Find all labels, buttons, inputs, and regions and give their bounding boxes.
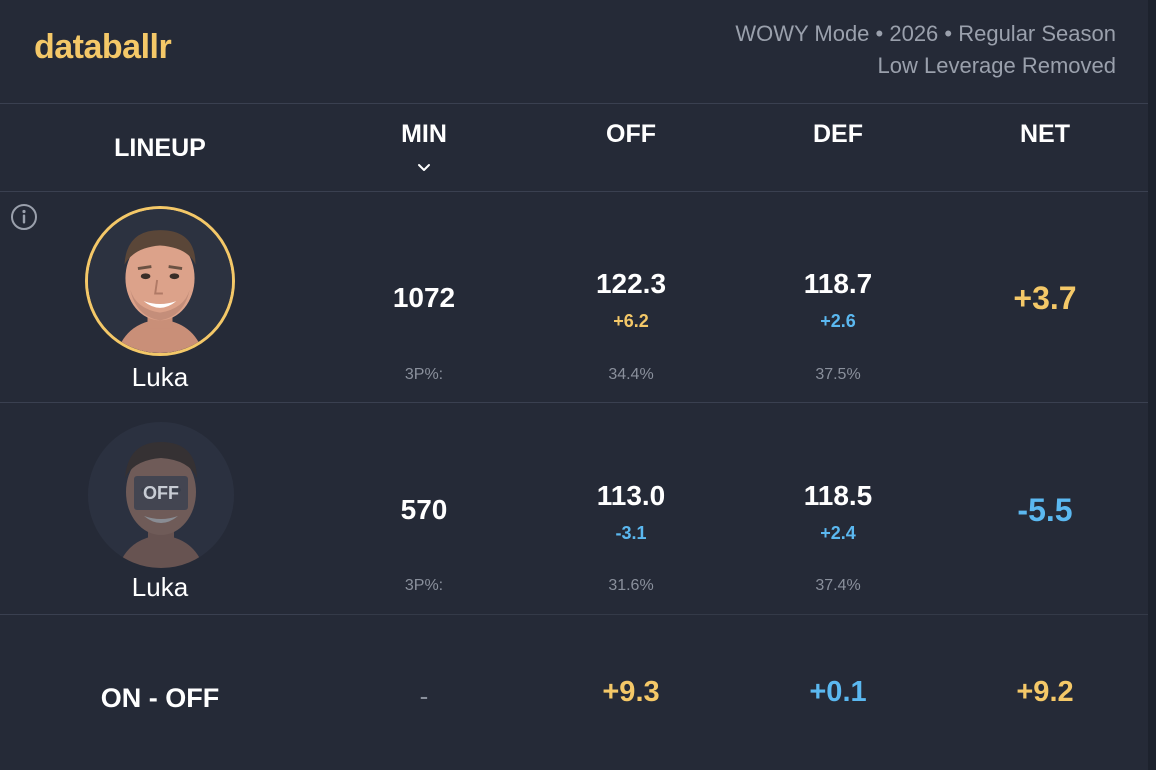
def-delta: +2.4 [820, 523, 856, 543]
lineup-header: LINEUP [114, 134, 206, 162]
panel-header: databallr WOWY Mode • 2026 • Regular Sea… [0, 0, 1148, 104]
def-delta: +2.6 [820, 311, 856, 331]
min-diff: - [419, 681, 429, 711]
off-delta: +6.2 [613, 311, 649, 331]
min-header[interactable]: MIN [401, 120, 447, 148]
databallr-logo[interactable]: databallr [34, 28, 172, 66]
off-threep: 31.6% [608, 577, 654, 594]
window-edge [1148, 0, 1156, 770]
player-avatar-off[interactable] [88, 422, 234, 568]
row-divider [320, 614, 1148, 615]
player-avatar[interactable] [85, 206, 235, 356]
off-threep: 34.4% [608, 366, 654, 383]
net-diff: +9.2 [1016, 676, 1074, 708]
min-value: 570 [400, 494, 448, 525]
net-header[interactable]: NET [1020, 120, 1070, 148]
def-threep: 37.5% [815, 366, 861, 383]
threep-label: 3P%: [404, 577, 444, 594]
table-row-on: Luka 1072 3P%: 122.3 +6.2 34.4% 118.7 +2… [0, 192, 1148, 403]
off-badge: OFF [134, 476, 188, 510]
filter-summary[interactable]: WOWY Mode • 2026 • Regular Season Low Le… [735, 18, 1116, 82]
on-off-label: ON - OFF [100, 683, 220, 713]
chevron-down-icon[interactable] [415, 162, 433, 174]
off-rating: 113.0 [596, 480, 666, 511]
row-divider [0, 614, 320, 615]
def-diff: +0.1 [809, 676, 867, 708]
off-delta: -3.1 [615, 523, 647, 543]
player-name[interactable]: Luka [131, 572, 189, 602]
player-name[interactable]: Luka [131, 362, 189, 392]
column-header-row: LINEUP MIN OFF DEF NET [0, 104, 1148, 192]
threep-label: 3P%: [404, 366, 444, 383]
on-off-summary-row: ON - OFF - +9.3 +0.1 +9.2 [0, 615, 1148, 770]
info-icon[interactable] [10, 203, 38, 231]
off-diff: +9.3 [602, 676, 660, 708]
net-rating: +3.7 [1013, 280, 1077, 316]
off-header[interactable]: OFF [606, 120, 656, 148]
filter-line-2: Low Leverage Removed [877, 53, 1116, 78]
def-header[interactable]: DEF [813, 120, 863, 148]
def-rating: 118.5 [803, 480, 873, 511]
def-threep: 37.4% [815, 577, 861, 594]
def-rating: 118.7 [803, 268, 873, 299]
table-row-off: OFF Luka 570 3P%: 113.0 -3.1 31.6% 118.5… [0, 404, 1148, 614]
filter-line-1: WOWY Mode • 2026 • Regular Season [735, 21, 1116, 46]
player-headshot-icon [88, 209, 232, 353]
min-value: 1072 [392, 282, 456, 313]
net-rating: -5.5 [1017, 492, 1073, 528]
off-rating: 122.3 [595, 268, 667, 299]
